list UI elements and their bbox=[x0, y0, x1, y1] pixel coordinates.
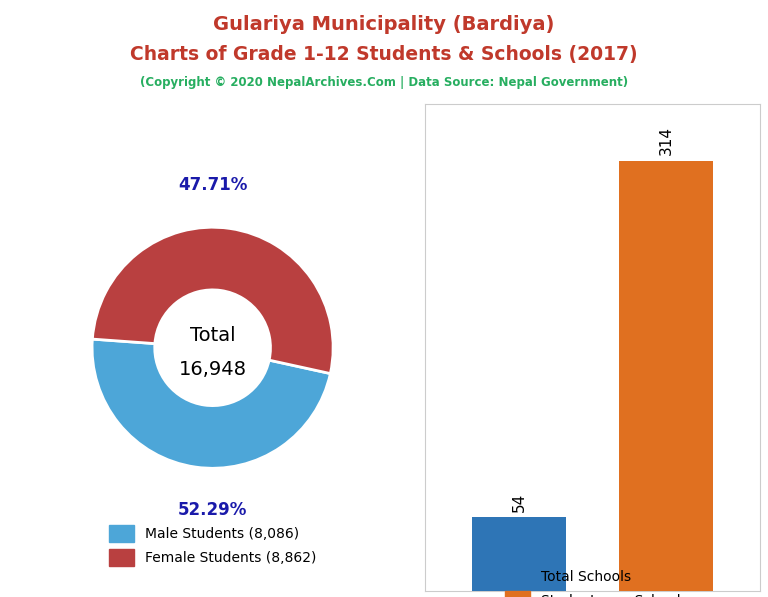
Text: 52.29%: 52.29% bbox=[178, 501, 247, 519]
Text: (Copyright © 2020 NepalArchives.Com | Data Source: Nepal Government): (Copyright © 2020 NepalArchives.Com | Da… bbox=[140, 76, 628, 89]
Legend: Total Schools, Students per School: Total Schools, Students per School bbox=[505, 568, 680, 597]
Text: 16,948: 16,948 bbox=[179, 360, 247, 379]
Text: Total: Total bbox=[190, 326, 236, 345]
Wedge shape bbox=[92, 227, 333, 374]
Text: 47.71%: 47.71% bbox=[178, 176, 247, 194]
Text: 54: 54 bbox=[511, 493, 526, 512]
Bar bbox=[472, 517, 566, 591]
Text: Gulariya Municipality (Bardiya): Gulariya Municipality (Bardiya) bbox=[214, 15, 554, 34]
Legend: Male Students (8,086), Female Students (8,862): Male Students (8,086), Female Students (… bbox=[109, 525, 316, 566]
Bar bbox=[620, 161, 713, 591]
Wedge shape bbox=[92, 339, 330, 468]
Text: 314: 314 bbox=[659, 126, 674, 155]
Text: Charts of Grade 1-12 Students & Schools (2017): Charts of Grade 1-12 Students & Schools … bbox=[131, 45, 637, 64]
